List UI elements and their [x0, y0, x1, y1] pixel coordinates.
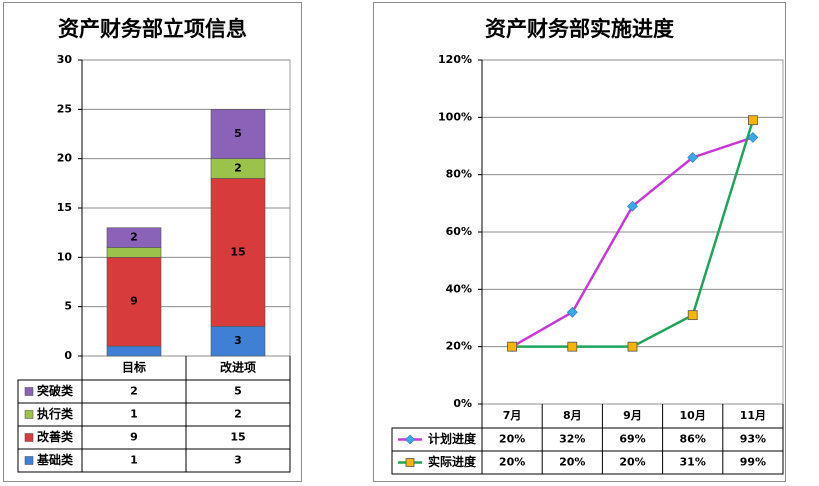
data-point: [687, 152, 699, 163]
table-cell-left: 2: [234, 408, 242, 421]
table-cell-left: 15: [230, 431, 245, 444]
table-cell-left: 5: [234, 385, 242, 398]
table-cell-right: 20%: [499, 456, 525, 469]
table-cell-left: 3: [234, 454, 242, 467]
category-label-right: 9月: [623, 409, 642, 422]
chart-title-left: 资产财务部立项信息: [58, 17, 247, 41]
legend-label-left: 突破类: [37, 383, 74, 398]
bar-data-label: 15: [230, 245, 245, 258]
y-tick-label-right: 60%: [446, 225, 472, 238]
table-cell-left: 1: [130, 408, 138, 421]
legend-label-left: 执行类: [37, 406, 74, 421]
y-tick-label-left: 10: [57, 250, 73, 263]
legend-key-left: [24, 456, 34, 465]
bar-data-label: 5: [234, 127, 242, 140]
data-point: [507, 341, 518, 352]
category-label-right: 7月: [503, 409, 522, 422]
category-label-right: 8月: [563, 409, 582, 422]
bar-segment: [106, 227, 162, 248]
y-tick-label-right: 40%: [446, 282, 472, 295]
bar-data-label: 9: [130, 295, 138, 308]
table-cell-right: 32%: [559, 433, 585, 446]
y-tick-label-right: 80%: [446, 168, 472, 181]
table-cell-right: 99%: [740, 456, 766, 469]
bar-segment: [106, 345, 162, 357]
table-cell-right: 93%: [740, 433, 766, 446]
y-tick-label-left: 0: [64, 349, 72, 362]
legend-key-marker: [405, 458, 415, 467]
table-cell-left: 9: [130, 431, 138, 444]
bar-data-label: 3: [234, 334, 242, 347]
y-tick-label-right: 120%: [438, 53, 472, 66]
y-tick-label-left: 20: [57, 152, 73, 165]
data-point: [566, 306, 578, 318]
table-cell-right: 20%: [499, 433, 525, 446]
legend-key-marker: [405, 434, 415, 445]
category-label-right: 10月: [680, 409, 706, 422]
category-label-right: 11月: [740, 409, 766, 422]
bar-data-label: 2: [234, 162, 242, 175]
table-cell-left: 1: [130, 454, 138, 467]
legend-key-left: [24, 433, 34, 442]
category-label-left: 目标: [122, 360, 146, 375]
table-cell-right: 86%: [680, 433, 706, 446]
bar-segment: [210, 326, 266, 357]
bar-segment: [106, 247, 162, 258]
data-point: [687, 310, 698, 321]
data-point: [627, 341, 638, 352]
bar-data-label: 2: [130, 231, 138, 244]
legend-label-right: 实际进度: [428, 454, 477, 469]
data-point: [747, 131, 759, 143]
y-tick-label-left: 25: [57, 102, 72, 115]
data-point: [627, 200, 638, 212]
table-cell-right: 69%: [619, 433, 645, 446]
y-tick-label-right: 20%: [446, 340, 472, 353]
data-point: [748, 115, 758, 126]
table-cell-left: 2: [130, 385, 138, 398]
legend-label-left: 基础类: [36, 452, 74, 467]
legend-label-right: 计划进度: [428, 431, 477, 446]
chart-title-right: 资产财务部实施进度: [485, 17, 674, 41]
category-label-left: 改进项: [220, 360, 256, 375]
y-tick-label-right: 100%: [438, 110, 472, 123]
y-tick-label-left: 15: [57, 201, 72, 214]
y-tick-label-left: 30: [57, 53, 73, 66]
y-tick-label-left: 5: [64, 300, 72, 313]
legend-key-left: [24, 387, 34, 396]
legend-key-left: [24, 410, 34, 419]
table-cell-right: 31%: [680, 456, 706, 469]
bar-segment: [210, 178, 266, 327]
table-cell-right: 20%: [559, 456, 585, 469]
data-point: [567, 341, 578, 352]
y-tick-label-right: 0%: [453, 397, 472, 410]
legend-label-left: 改善类: [37, 429, 74, 444]
bar-segment: [210, 109, 266, 159]
table-cell-right: 20%: [619, 456, 645, 469]
